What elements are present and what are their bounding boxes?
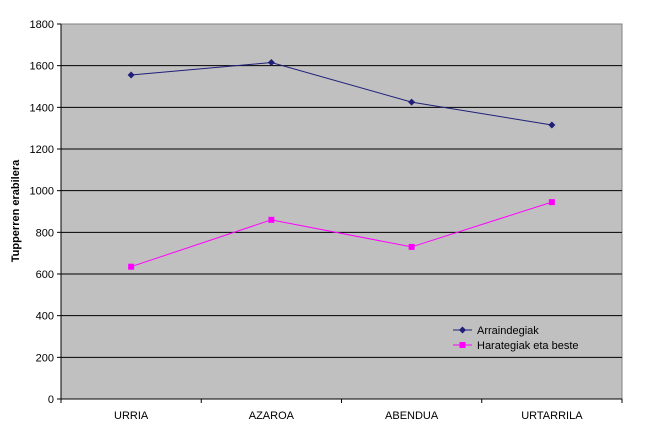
y-tick-label: 1600	[30, 61, 54, 73]
x-tick-label: AZAROA	[249, 410, 295, 422]
data-point	[408, 98, 416, 106]
legend-box	[448, 318, 612, 356]
y-tick-label: 1800	[30, 19, 54, 31]
y-tick-label: 1400	[30, 102, 54, 114]
data-point	[267, 59, 275, 67]
gridlines	[61, 65, 622, 358]
data-point	[548, 121, 556, 129]
series-2	[128, 199, 555, 270]
data-point	[128, 263, 135, 270]
data-point	[127, 71, 135, 79]
y-tick-label: 200	[36, 352, 54, 364]
legend: Arraindegiak Harategiak eta beste	[448, 318, 612, 356]
y-tick-label: 400	[36, 311, 54, 323]
data-point	[268, 216, 275, 223]
data-series	[127, 59, 556, 270]
legend-marker	[459, 342, 466, 348]
y-tick-label: 600	[36, 269, 54, 281]
x-axis-ticks: URRIA AZAROA ABENDUA URTARRILA	[60, 398, 623, 422]
y-tick-label: 1000	[30, 186, 54, 198]
legend-marker	[459, 326, 466, 334]
legend-label: Arraindegiak	[477, 325, 539, 337]
legend-label: Harategiak eta beste	[477, 340, 579, 352]
data-point	[408, 243, 415, 250]
y-tick-label: 800	[36, 227, 54, 239]
x-tick-label: URRIA	[114, 410, 149, 422]
series-line	[130, 201, 553, 268]
y-axis-label: Tupperren erabilera	[10, 159, 22, 262]
x-tick-label: URTARRILA	[521, 410, 583, 422]
series-1	[127, 59, 556, 129]
y-tick-label: 0	[48, 394, 54, 406]
data-point	[548, 199, 555, 206]
y-axis-ticks: 0 200 400 600 800 1000 1200 1400 1600 1800	[30, 19, 62, 406]
y-tick-label: 1200	[30, 144, 54, 156]
series-line	[131, 62, 552, 126]
x-tick-label: ABENDUA	[385, 410, 439, 422]
